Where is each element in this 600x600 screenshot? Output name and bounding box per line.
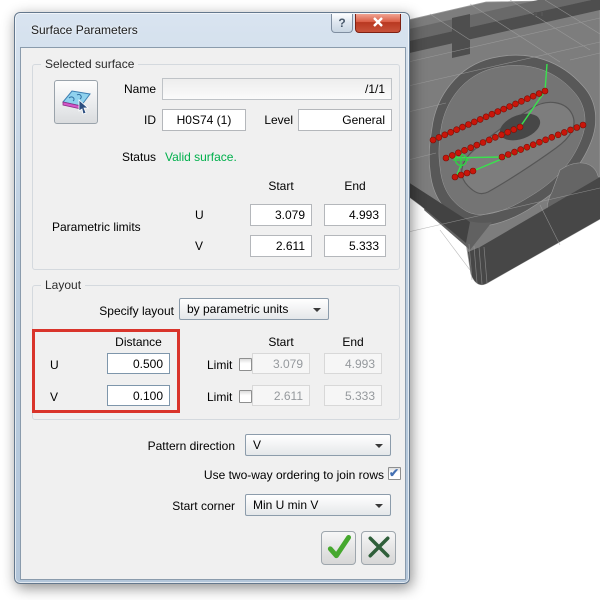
- v-limit-checkbox[interactable]: [239, 390, 252, 403]
- level-label: Level: [264, 113, 293, 127]
- selected-surface-group-label: Selected surface: [41, 57, 139, 71]
- x-icon: [365, 533, 393, 564]
- limits-end-header: End: [344, 179, 366, 193]
- surface-picker-button[interactable]: [54, 80, 98, 124]
- dialog-client-area: Selected surface Name /1/1 ID H0S74: [20, 47, 406, 580]
- u-distance-input[interactable]: 0.500: [107, 353, 170, 374]
- name-value: /1/1: [364, 82, 385, 96]
- u-limit-end-field: 4.993: [324, 353, 382, 374]
- selected-surface-group: Selected surface: [32, 57, 400, 270]
- id-label: ID: [144, 113, 156, 127]
- help-button[interactable]: ?: [331, 14, 353, 33]
- two-way-ordering-label: Use two-way ordering to join rows: [203, 468, 384, 482]
- name-label: Name: [123, 82, 156, 96]
- dialog-title: Surface Parameters: [31, 23, 138, 37]
- name-field[interactable]: /1/1: [162, 78, 392, 100]
- u-start-value: 3.079: [274, 208, 305, 222]
- distance-header: Distance: [115, 335, 162, 349]
- start-corner-value: Min U min V: [253, 498, 319, 512]
- status-label: Status: [121, 150, 156, 164]
- layout-start-header: Start: [268, 335, 294, 349]
- v-limit-end-field: 5.333: [324, 385, 382, 406]
- two-way-checkbox[interactable]: [388, 466, 401, 480]
- pattern-direction-value: V: [253, 438, 262, 452]
- ok-button[interactable]: [321, 531, 356, 565]
- layout-v-label: V: [50, 390, 59, 404]
- u-limit-checkbox[interactable]: [239, 358, 252, 371]
- cancel-button[interactable]: [361, 531, 396, 565]
- chevron-down-icon: [375, 444, 383, 448]
- v-distance-value: 0.100: [132, 388, 163, 403]
- u-end-value: 4.993: [348, 208, 379, 222]
- surface-parameters-dialog: Surface Parameters ? Selected surface: [14, 12, 410, 584]
- check-icon: [325, 533, 353, 564]
- surface-icon: [59, 86, 93, 119]
- pattern-direction-dropdown[interactable]: V: [245, 434, 391, 456]
- specify-layout-label: Specify layout: [99, 304, 174, 318]
- pattern-path: [432, 63, 584, 178]
- close-button[interactable]: [355, 14, 401, 33]
- layout-end-header: End: [342, 335, 364, 349]
- u-limit-start-value: 3.079: [272, 356, 303, 371]
- u-limit-label: Limit: [207, 358, 233, 372]
- layout-group-label: Layout: [41, 278, 86, 292]
- v-limit-end-value: 5.333: [344, 388, 375, 403]
- u-distance-value: 0.500: [132, 356, 163, 371]
- help-icon: ?: [338, 16, 346, 30]
- v-limit-label: Limit: [207, 390, 233, 404]
- u-limit-start-field: 3.079: [252, 353, 310, 374]
- v-end-field: 5.333: [324, 235, 386, 257]
- wireframe-lines: [407, 0, 600, 271]
- id-value: H0S74 (1): [176, 113, 232, 127]
- start-corner-dropdown[interactable]: Min U min V: [245, 494, 391, 516]
- layout-u-label: U: [50, 358, 59, 372]
- v-distance-input[interactable]: 0.100: [107, 385, 170, 406]
- v-limit-start-field: 2.611: [252, 385, 310, 406]
- specify-layout-dropdown[interactable]: by parametric units: [179, 298, 329, 320]
- titlebar[interactable]: Surface Parameters ?: [15, 13, 409, 47]
- status-value: Valid surface.: [165, 150, 237, 164]
- u-limit-end-value: 4.993: [344, 356, 375, 371]
- v-start-value: 2.611: [275, 239, 305, 253]
- parametric-limits-label: Parametric limits: [52, 220, 141, 234]
- specify-layout-value: by parametric units: [187, 302, 289, 316]
- pattern-direction-label: Pattern direction: [147, 439, 235, 453]
- u-start-field: 3.079: [250, 204, 312, 226]
- chevron-down-icon: [313, 308, 321, 312]
- start-corner-label: Start corner: [172, 499, 235, 513]
- surface-points: [429, 87, 587, 181]
- id-field: H0S74 (1): [162, 109, 246, 131]
- limits-u-label: U: [195, 208, 204, 222]
- v-limit-start-value: 2.611: [273, 388, 303, 403]
- level-field: General: [298, 109, 392, 131]
- v-end-value: 5.333: [348, 239, 379, 253]
- u-end-field: 4.993: [324, 204, 386, 226]
- limits-start-header: Start: [268, 179, 294, 193]
- v-start-field: 2.611: [250, 235, 312, 257]
- close-icon: [372, 16, 384, 30]
- chevron-down-icon: [375, 504, 383, 508]
- level-value: General: [342, 113, 385, 127]
- limits-v-label: V: [195, 239, 204, 253]
